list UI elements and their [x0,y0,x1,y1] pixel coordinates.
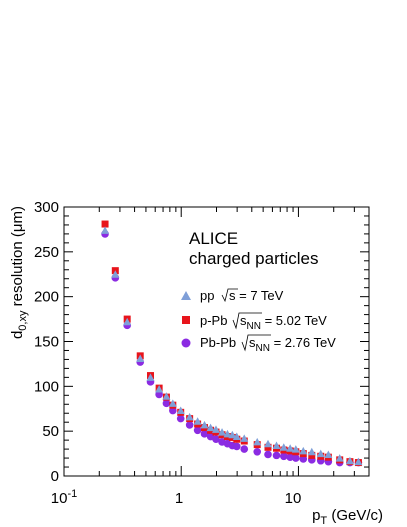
pbpb-point [240,445,249,453]
y-title-sub: 0,xy [17,310,29,331]
pp-point [162,392,171,400]
y-tick-label-50: 50 [42,423,59,440]
y-title-main: d [9,331,26,339]
ppb-point [264,443,272,451]
pbpb-point [185,421,194,429]
y-tick-label-150: 150 [34,334,59,351]
pp-point [307,447,316,456]
y-tick-label-0: 0 [51,468,59,485]
annotation-subtitle: charged particles [189,249,318,268]
pp-point [193,417,202,425]
x-tick-label-1: 1 [175,490,183,507]
x-axis-title: pT (GeV/c) [312,507,383,527]
pp-point [136,354,145,363]
y-axis-tick-labels: 0 50 100 150 200 250 300 [34,199,59,485]
pp-point [123,317,132,326]
pp-point [168,399,177,407]
pp-point [240,434,249,442]
pbpb-point [233,442,241,451]
pp-point [200,420,209,429]
pp-point [206,423,215,432]
x-title-rest: (GeV/c) [327,507,383,524]
legend-circle-icon [181,338,191,348]
x-axis-ticks [63,207,370,476]
x-tick-label-0.1: 10-1 [51,488,77,507]
y-tick-label-200: 200 [34,289,59,306]
pp-point [299,446,308,455]
x-title-sub: T [320,515,327,527]
y-axis-ticks [64,206,369,477]
pp-point [279,443,288,451]
pp-point [211,425,220,433]
ppb-point [101,220,109,228]
pp-point [155,385,164,393]
pbpb-point [292,454,300,462]
pbpb-point [272,451,281,460]
pp-point [272,441,281,450]
pp-point [176,406,185,415]
pp-point [316,449,325,458]
legend: pp s = 7 TeV p-Pb sNN = 5.02 TeV Pb-Pb s… [181,288,336,354]
pp-point [146,373,155,381]
pp-point [223,429,232,438]
pp-point [253,437,262,446]
y-tick-label-100: 100 [34,378,59,395]
pp-point [111,270,120,278]
pbpb-point [193,426,202,435]
x-tick-exponent: -1 [67,488,77,500]
pp-point [324,450,333,458]
pbpb-point [286,453,294,461]
pbpb-point [200,430,209,438]
pp-point [291,445,300,453]
legend-label-ppb: p-Pb [200,313,227,328]
y-tick-label-250: 250 [34,244,59,261]
pp-point [101,226,110,234]
pbpb-point [162,399,171,408]
y-title-rest: resolution (μm) [9,206,26,311]
pbpb-point [279,452,288,461]
legend-energy-pbpb: sNN = 2.76 TeV [249,335,336,354]
legend-energy-pp: s = 7 TeV [229,288,284,303]
legend-sqrt-ppb [232,312,262,330]
data-markers [101,220,363,467]
pp-point [232,432,241,441]
pbpb-point [264,450,272,459]
pbpb-point [176,414,185,423]
y-axis-title: d0,xy resolution (μm) [9,206,29,339]
legend-triangle-icon [181,291,191,300]
legend-label-pp: pp [200,288,214,303]
ppb-point [308,451,316,459]
legend-sqrt-pbpb [241,334,271,352]
pbpb-point [212,435,220,444]
pp-point [185,412,194,421]
x-tick-label-10: 10 [285,490,302,507]
legend-energy-ppb: sNN = 5.02 TeV [240,313,327,332]
pp-point [228,430,237,439]
legend-sqrt-pp [221,288,238,303]
annotation-title: ALICE [189,229,238,248]
x-title-main: p [312,507,320,524]
pp-point [345,456,354,465]
pp-point [286,444,295,452]
pp-point [354,457,363,466]
pp-point [263,439,272,448]
pbpb-point [253,447,262,456]
pp-point [335,454,344,462]
pp-point [218,428,227,436]
legend-square-icon [182,316,190,324]
legend-label-pbpb: Pb-Pb [200,335,236,350]
x-tick-base: 10 [51,490,68,507]
y-tick-label-300: 300 [34,199,59,216]
